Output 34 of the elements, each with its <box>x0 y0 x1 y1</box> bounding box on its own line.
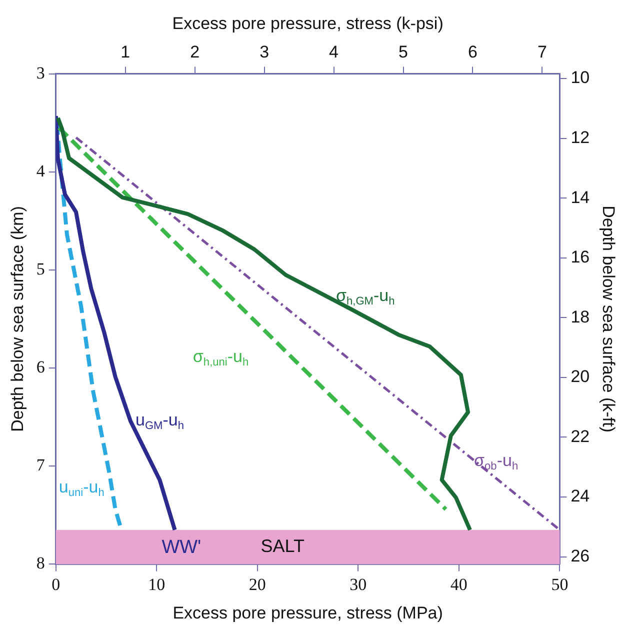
x-tick-label: 0 <box>52 574 60 594</box>
y2-tick-label: 24 <box>570 486 590 506</box>
y2-tick-label: 26 <box>570 546 590 566</box>
x-tick-label: 20 <box>248 574 266 594</box>
x2-tick-label: 5 <box>398 42 408 62</box>
band-label: SALT <box>260 536 304 556</box>
y2-tick-label: 10 <box>570 68 590 88</box>
x-tick-label: 10 <box>148 574 166 594</box>
y2-axis-title: Depth below sea surface (k-ft) <box>599 206 618 432</box>
y2-tick-label: 16 <box>570 248 590 267</box>
y-tick-label: 3 <box>36 63 45 82</box>
y-tick-label: 7 <box>36 456 46 475</box>
y2-tick-label: 20 <box>570 367 590 386</box>
annotation: WW' <box>162 536 202 558</box>
y2-tick-label: 18 <box>570 307 590 326</box>
y-tick-label: 6 <box>36 358 45 377</box>
y2-tick-label: 14 <box>570 188 590 207</box>
y2-tick-label: 12 <box>570 128 590 147</box>
y-axis-title: Depth below sea surface (km) <box>8 206 27 432</box>
x2-tick-label: 4 <box>329 42 339 62</box>
x-tick-label: 30 <box>350 574 367 594</box>
x2-tick-label: 1 <box>120 42 130 62</box>
x2-tick-label: 3 <box>260 42 270 62</box>
y-tick-label: 8 <box>36 554 45 573</box>
x-tick-label: 50 <box>551 574 568 594</box>
y-tick-label: 4 <box>36 161 46 180</box>
x-axis-title: Excess pore pressure, stress (MPa) <box>172 603 443 622</box>
x2-tick-label: 6 <box>468 42 478 62</box>
x2-tick-label: 7 <box>537 42 547 62</box>
x-tick-label: 40 <box>450 574 468 594</box>
y2-tick-label: 22 <box>570 426 590 446</box>
x2-axis-title: Excess pore pressure, stress (k-psi) <box>172 14 444 33</box>
y-tick-label: 5 <box>36 259 45 278</box>
x2-tick-label: 2 <box>190 42 200 62</box>
